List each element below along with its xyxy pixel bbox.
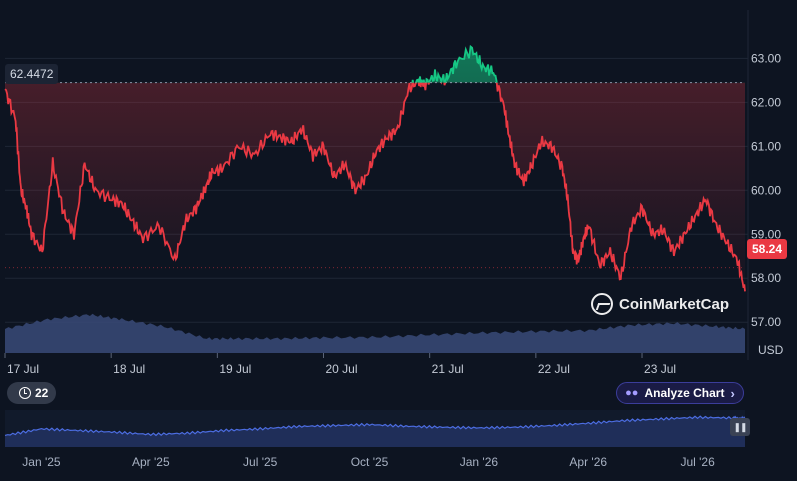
x-axis: 17 Jul 18 Jul 19 Jul 20 Jul 21 Jul 22 Jul 23 J… — [4, 353, 676, 376]
chevron-right-icon: › — [730, 385, 735, 401]
x-tick-22-Jul: 22 Jul — [538, 362, 570, 376]
x-tick-19-Jul: 19 Jul — [219, 362, 251, 376]
currency-label: USD — [758, 343, 784, 357]
navigator-tick-6: Jul '26 — [680, 455, 715, 469]
clock-icon — [19, 387, 31, 399]
price-fill-below-reference — [5, 82, 745, 292]
navigator-line — [4, 415, 746, 437]
navigator-tick-3: Oct '25 — [351, 455, 389, 469]
price-series — [4, 44, 746, 292]
navigator[interactable]: Jan '25 Apr '25 Jul '25 Oct '25 Jan '26 Apr '… — [4, 410, 746, 469]
x-tick-21-Jul: 21 Jul — [432, 362, 464, 376]
coinmarketcap-logo-icon — [591, 293, 613, 315]
navigator-area — [5, 416, 745, 447]
volume-bars — [5, 313, 745, 353]
y-axis: 57.00 58.00 59.00 60.00 61.00 62.00 63.00 — [751, 51, 781, 329]
analyze-chart-button[interactable]: ●● Analyze Chart › — [616, 382, 744, 404]
navigator-pause-icon[interactable]: ❚❚ — [730, 418, 750, 436]
navigator-tick-0: Jan '25 — [22, 455, 61, 469]
navigator-tick-2: Jul '25 — [243, 455, 278, 469]
navigator-background — [5, 410, 745, 447]
time-badge-count: 22 — [35, 386, 49, 400]
analyze-icon: ●● — [625, 387, 639, 399]
volume-area — [5, 313, 745, 353]
y-tick-57.00: 57.00 — [751, 315, 781, 329]
y-tick-63.00: 63.00 — [751, 51, 781, 65]
y-tick-62.00: 62.00 — [751, 95, 781, 109]
price-line-down — [4, 82, 746, 292]
y-tick-60.00: 60.00 — [751, 183, 781, 197]
last-price-label: 58.24 — [747, 239, 788, 259]
watermark-text: CoinMarketCap — [619, 295, 730, 313]
navigator-tick-1: Apr '25 — [132, 455, 170, 469]
x-tick-18-Jul: 18 Jul — [113, 362, 145, 376]
navigator-tick-4: Jan '26 — [460, 455, 499, 469]
y-tick-58.00: 58.00 — [751, 271, 781, 285]
time-range-badge[interactable]: 22 — [7, 382, 57, 404]
reference-price-label: 62.4472 — [5, 64, 59, 84]
navigator-tick-5: Apr '26 — [569, 455, 607, 469]
x-tick-20-Jul: 20 Jul — [326, 362, 358, 376]
analyze-chart-label: Analyze Chart — [644, 386, 725, 400]
y-tick-61.00: 61.00 — [751, 139, 781, 153]
coinmarketcap-watermark: CoinMarketCap — [591, 293, 729, 315]
x-tick-17-Jul: 17 Jul — [7, 362, 39, 376]
x-tick-23-Jul: 23 Jul — [644, 362, 676, 376]
y-tick-59.00: 59.00 — [751, 227, 781, 241]
